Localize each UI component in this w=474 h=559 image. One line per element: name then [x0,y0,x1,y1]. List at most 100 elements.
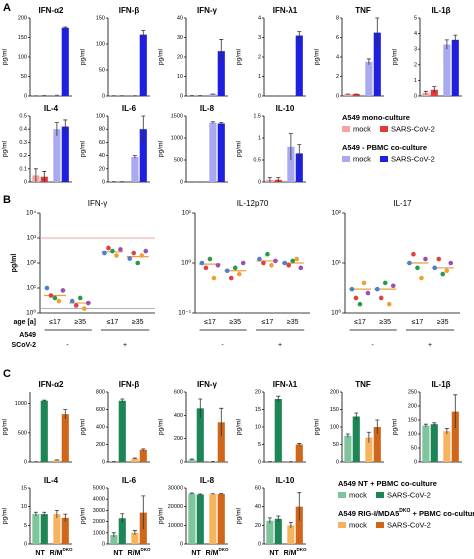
y-tick-label: 20 [177,54,183,60]
chart-title: IL-10 [276,104,295,113]
y-tick-label: 1000 [93,530,105,536]
x-tick-label: R/MDKO [50,547,73,557]
error-bar [423,90,428,95]
y-tick-label: 10 [177,74,183,80]
data-point [419,275,424,281]
bar [53,460,61,462]
data-point [211,275,217,281]
x-tick-label: ≥35 [379,319,391,326]
legend-label: SARS-CoV-2 [387,520,431,529]
legend-label: SARS-CoV-2 [387,490,431,499]
panel-label: B [3,194,11,206]
chart-title: IFN-β [119,380,140,389]
chart-title: IFN-α2 [39,380,64,389]
y-tick-label: 80 [99,127,105,133]
chart-title: IFN-γ [197,6,218,15]
y-tick-label: 1.5 [253,113,261,119]
y-tick-label: 10000 [168,523,183,529]
y-tick-label: 0 [414,93,417,99]
y-tick-label: 40 [177,15,183,21]
bar [53,129,61,182]
y-tick-label: 0 [102,93,105,99]
data-point [378,295,384,301]
error-bar [288,522,293,529]
y-tick-label: 10² [27,260,37,267]
bar [209,94,217,96]
data-point [224,268,230,274]
data-point [85,300,91,306]
condition-label: - [221,342,224,349]
error-bar [366,431,371,443]
data-point [423,256,428,262]
data-point [73,303,79,308]
y-tick-label: 100 [96,113,105,119]
error-bar [198,493,203,496]
data-point [203,265,209,271]
error-bar [345,433,350,438]
y-tick-label: 5 [414,15,417,21]
legend-title: A549 RIG-I/MDA5DKO + PBMC co-culture [338,508,474,518]
legend-title-text: A549 RIG-I/MDA5 [338,509,399,518]
y-tick-label: 600 [174,389,183,395]
chart-title: IFN-λ1 [273,380,298,389]
legend-label: mock [349,520,367,529]
y-tick-label: 0 [102,459,105,465]
data-point [386,301,392,307]
y-tick-label: 500 [174,157,183,163]
y-tick-label: 2 [414,62,417,68]
error-bar [288,133,293,160]
y-tick-label: 0 [102,541,105,547]
y-tick-label: 0 [180,179,183,185]
data-point [374,286,380,292]
y-axis-label: pg/ml [158,508,165,524]
y-tick-label: 150 [96,15,105,21]
chart-title: IL-6 [122,104,137,113]
error-bar [54,510,59,518]
y-tick-label: 0 [24,541,27,547]
chart-title: IL-8 [200,476,215,485]
row-label: SCoV-2 [11,342,36,349]
y-tick-label: 10¹ [332,260,342,267]
x-tick-label-text: R/M [50,550,63,557]
bar [188,459,196,462]
error-bar [444,428,449,434]
data-point [69,298,75,304]
data-point [298,265,304,271]
x-tick-label: ≤17 [412,319,424,326]
y-tick-label: 100 [408,431,417,437]
bar [295,153,303,182]
y-axis-label: pg/ml [236,141,243,157]
bar [443,431,451,462]
data-point [228,275,234,281]
bar [139,449,147,462]
bar [131,458,139,462]
chart-title: IL-10 [276,476,295,485]
data-point [135,260,141,266]
data-point [365,290,371,296]
y-axis-label: pg/ml [236,508,243,524]
x-tick-label: ≥35 [437,319,449,326]
bar [344,435,352,462]
error-bar [432,86,437,93]
bar [365,61,373,96]
y-tick-label: 0 [102,179,105,185]
y-tick-label: 5000 [93,485,105,491]
y-tick-label: 800 [96,389,105,395]
y-tick-label: 500 [18,430,27,436]
y-tick-label: 10¹ [27,285,37,292]
chart-title: IL-4 [44,104,59,113]
x-tick-label: ≤17 [354,319,366,326]
bar [118,400,126,462]
y-axis-label: pg/ml [158,419,165,435]
y-tick-label: 10⁻¹ [178,310,192,317]
data-point [48,293,54,298]
bar [110,535,118,544]
error-bar [63,119,68,134]
y-tick-label: 200 [330,389,339,395]
error-bar [198,398,203,418]
bar [274,399,282,462]
bar [40,514,48,544]
bar [118,518,126,544]
y-axis-label: pg/ml [11,254,18,273]
y-tick-label: 50 [21,74,27,80]
